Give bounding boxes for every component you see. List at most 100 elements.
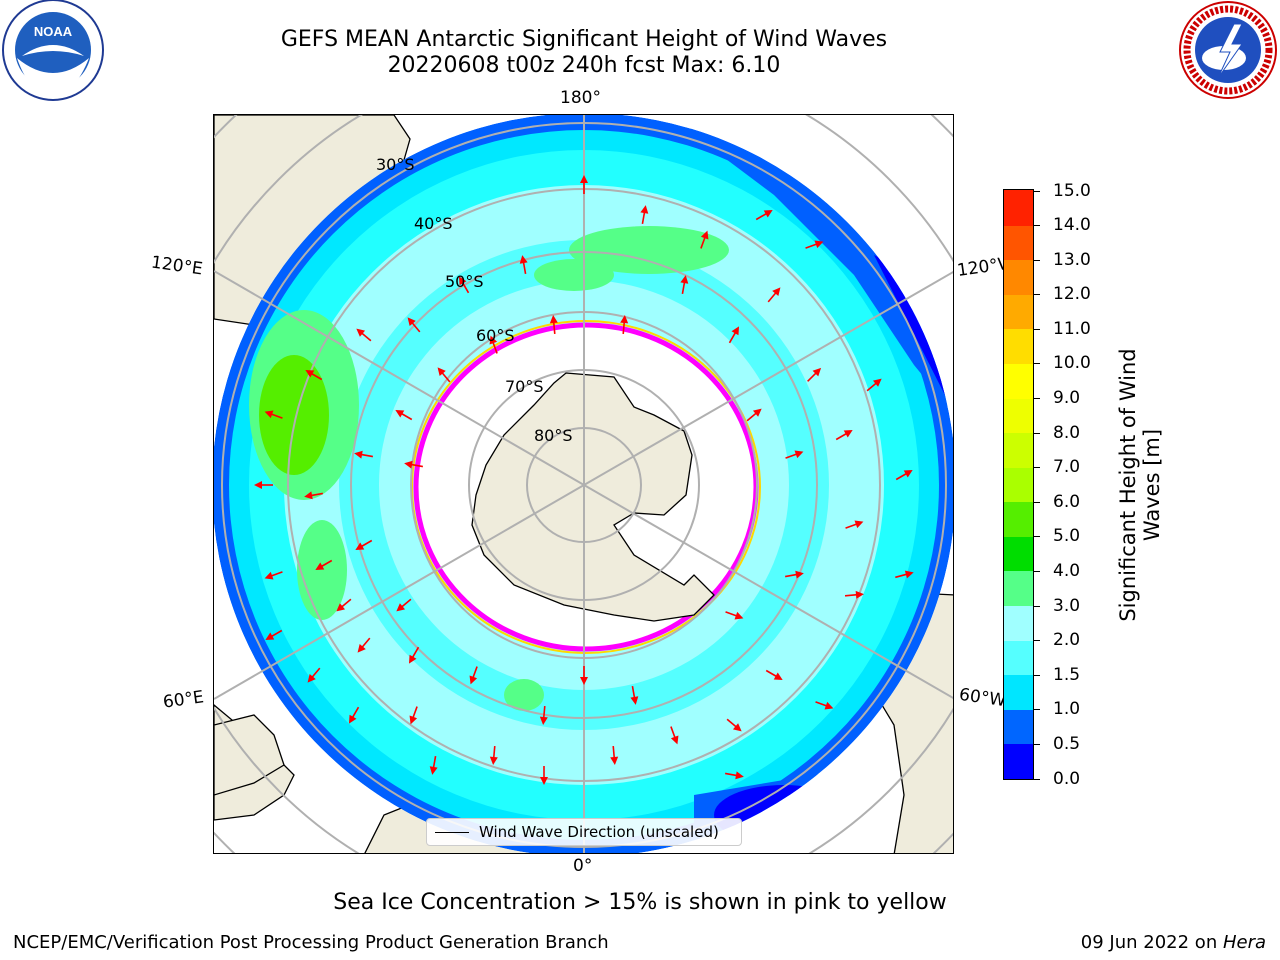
wind-arrow — [429, 755, 438, 775]
wind-arrow — [765, 669, 783, 680]
colorbar-tick — [1034, 363, 1040, 365]
wind-arrow — [610, 745, 619, 765]
colorbar-segment — [1004, 467, 1033, 503]
wind-arrow — [395, 410, 413, 421]
wind-arrow — [620, 315, 629, 335]
wind-arrow — [755, 210, 773, 221]
lon-label-120e: 120°E — [149, 252, 204, 280]
colorbar-segment — [1004, 570, 1033, 607]
colorbar-tick-label: 9.0 — [1053, 388, 1081, 409]
wind-arrow — [630, 685, 639, 705]
colorbar-tick — [1034, 328, 1040, 330]
wind-arrow — [407, 317, 421, 333]
wind-arrow — [835, 430, 853, 441]
antarctica-land — [471, 372, 715, 622]
colorbar-tick-label: 5.0 — [1053, 526, 1081, 547]
footer-date-text: 09 Jun 2022 on — [1080, 932, 1223, 953]
noaa-logo-text: NOAA — [34, 24, 73, 39]
lon-label-60e: 60°E — [161, 687, 206, 713]
colorbar-tick-label: 14.0 — [1053, 215, 1091, 236]
colorbar-tick-label: 13.0 — [1053, 249, 1091, 270]
wind-arrow — [640, 205, 649, 225]
wind-arrow — [746, 408, 762, 422]
legend-label: Wind Wave Direction (unscaled) — [479, 823, 719, 841]
wind-arrow — [404, 460, 424, 469]
colorbar-segment — [1004, 190, 1033, 226]
colorbar-tick-label: 0.5 — [1053, 733, 1081, 754]
wind-arrow — [549, 315, 558, 335]
colorbar-tick-label: 8.0 — [1053, 422, 1081, 443]
map-canvas: 30°S 40°S 50°S 60°S 70°S 80°S — [214, 115, 953, 853]
wind-arrow — [254, 481, 273, 489]
lat-label-40s: 40°S — [414, 214, 453, 233]
wind-arrow — [895, 470, 913, 481]
wind-arrow — [437, 367, 451, 383]
wind-arrow — [409, 706, 418, 725]
wind-arrow — [540, 766, 548, 785]
wind-arrow — [489, 745, 498, 765]
map-title: GEFS MEAN Antarctic Significant Height o… — [280, 27, 888, 52]
colorbar-tick-label: 7.0 — [1053, 457, 1081, 478]
colorbar-tick — [1034, 570, 1040, 572]
wind-arrow — [305, 370, 323, 381]
footer-date: 09 Jun 2022 on Hera — [1081, 932, 1266, 953]
lon-label-60w: 60°W — [957, 684, 1008, 712]
colorbar-segment — [1004, 225, 1033, 261]
wind-arrow — [725, 611, 744, 620]
lat-label-50s: 50°S — [445, 272, 484, 291]
colorbar-tick — [1034, 709, 1040, 711]
lat-label-60s: 60°S — [476, 326, 515, 345]
wind-arrow — [264, 410, 283, 419]
colorbar-segment — [1004, 743, 1033, 779]
colorbar-segment — [1004, 640, 1033, 676]
legend-line-icon — [435, 831, 469, 833]
wind-arrow — [459, 276, 470, 294]
wind-arrow — [767, 287, 781, 303]
wind-arrow — [844, 590, 864, 599]
colorbar-tick-label: 12.0 — [1053, 284, 1091, 305]
colorbar-segment — [1004, 294, 1033, 330]
polar-map[interactable]: 30°S 40°S 50°S 60°S 70°S 80°S — [213, 114, 954, 854]
colorbar-tick — [1034, 294, 1040, 296]
wind-arrow — [784, 570, 804, 579]
wind-arrow — [349, 706, 360, 724]
map-legend: Wind Wave Direction (unscaled) — [426, 818, 742, 846]
lon-label-180: 180° — [560, 88, 601, 108]
colorbar-segment — [1004, 536, 1033, 572]
colorbar-tick — [1034, 674, 1040, 676]
colorbar-segment — [1004, 674, 1033, 710]
noaa-logo: NOAA — [2, 0, 104, 101]
colorbar-segment — [1004, 397, 1033, 434]
wind-arrow — [805, 240, 824, 249]
colorbar-tick-label: 2.0 — [1053, 630, 1081, 651]
wind-arrow — [726, 718, 742, 732]
wind-arrow — [785, 450, 804, 459]
colorbar-tick-label: 3.0 — [1053, 595, 1081, 616]
lat-label-30s: 30°S — [376, 155, 415, 174]
wind-arrow — [336, 598, 352, 612]
wind-arrow — [307, 667, 321, 683]
lat-label-80s: 80°S — [534, 426, 573, 445]
wind-arrow — [354, 450, 374, 459]
colorbar-segment — [1004, 501, 1033, 537]
wind-arrow — [355, 539, 373, 550]
colorbar-tick — [1034, 225, 1040, 227]
colorbar-segment — [1004, 363, 1033, 399]
wind-arrow — [265, 629, 283, 640]
colorbar-tick — [1034, 432, 1040, 434]
colorbar-tick — [1034, 743, 1040, 745]
colorbar — [1003, 189, 1034, 780]
wind-arrow — [409, 646, 420, 664]
wind-arrow — [519, 255, 528, 275]
colorbar-segment — [1004, 605, 1033, 641]
wind-arrow — [670, 726, 679, 745]
colorbar-tick-label: 15.0 — [1053, 180, 1091, 201]
colorbar-title: Significant Height of Wind Waves [m] — [1116, 348, 1164, 622]
wind-arrow — [356, 328, 372, 342]
wind-arrow — [539, 705, 548, 725]
colorbar-tick-label: 0.0 — [1053, 768, 1081, 789]
sea-ice-note: Sea Ice Concentration > 15% is shown in … — [333, 890, 947, 915]
colorbar-tick-label: 4.0 — [1053, 560, 1081, 581]
colorbar-tick — [1034, 536, 1040, 538]
wind-arrow — [315, 559, 333, 570]
